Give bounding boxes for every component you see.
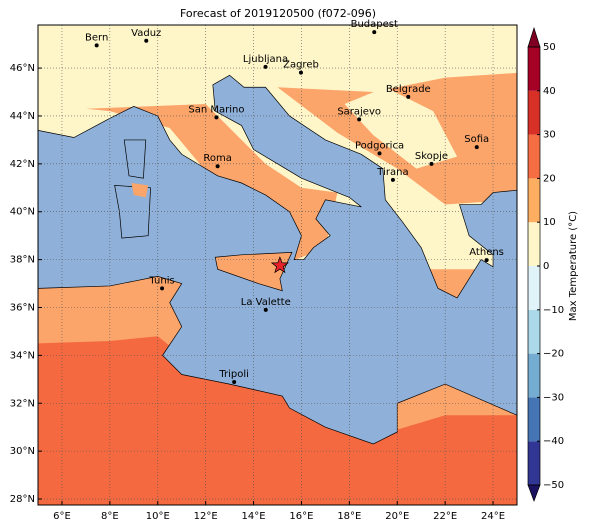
city-dot: [232, 379, 237, 384]
city-dot: [372, 30, 377, 35]
x-tick-label: 12°E: [194, 511, 218, 522]
city-label: Tirana: [376, 167, 408, 178]
x-tick-label: 22°E: [433, 511, 457, 522]
colorbar-tick-label: −40: [543, 436, 564, 447]
x-tick-label: 16°E: [289, 511, 313, 522]
city-label: Sarajevo: [337, 106, 381, 117]
y-tick-label: 40°N: [10, 207, 35, 218]
city-label: Podgorica: [355, 140, 404, 151]
city-label: San Marino: [188, 104, 244, 115]
colorbar-extend-top: [527, 26, 541, 48]
x-tick-label: 6°E: [53, 511, 71, 522]
balkans-cool: [344, 87, 458, 169]
colorbar-tick-label: 20: [543, 173, 556, 184]
colorbar-band: [528, 353, 540, 398]
colorbar-tick-label: 0: [543, 261, 549, 272]
colorbar-tick-label: 40: [543, 86, 556, 97]
colorbar-band: [528, 441, 540, 485]
city-dot: [298, 70, 303, 75]
africa-hot: [38, 336, 517, 505]
y-tick-label: 36°N: [10, 302, 35, 313]
x-tick-label: 18°E: [337, 511, 361, 522]
x-tick-label: 14°E: [242, 511, 266, 522]
city-dot: [406, 94, 411, 99]
colorbar-band: [528, 309, 540, 354]
city-dot: [377, 151, 382, 156]
map-frame: [37, 24, 518, 506]
colorbar-tick-label: −20: [543, 349, 564, 360]
city-dot: [263, 64, 268, 69]
y-tick-label: 34°N: [10, 350, 35, 361]
y-tick-label: 30°N: [10, 446, 35, 457]
y-tick-label: 32°N: [10, 398, 35, 409]
location-star: [270, 256, 289, 274]
x-tick-label: 10°E: [146, 511, 170, 522]
colorbar-tick-label: 10: [543, 217, 556, 228]
colorbar-band: [528, 222, 540, 266]
colorbar-tick-label: 30: [543, 130, 556, 141]
title: Forecast of 2019120500 (f072-096): [180, 7, 376, 20]
colorbar-tick-label: −50: [543, 480, 564, 491]
city-label: Tripoli: [218, 369, 249, 380]
city-label: Roma: [203, 153, 232, 164]
y-tick-label: 44°N: [10, 111, 35, 122]
map-area: [38, 25, 517, 505]
colorbar-band: [528, 47, 540, 91]
city-label: Belgrade: [386, 84, 431, 95]
colorbar-tick-label: 50: [543, 42, 556, 53]
colorbar-extend-bottom: [527, 484, 541, 502]
y-tick-label: 38°N: [10, 255, 35, 266]
colorbar-band: [528, 397, 540, 442]
city-dot: [390, 177, 395, 182]
city-label: Bern: [85, 32, 108, 43]
colorbar-band: [528, 266, 540, 310]
city-dot: [429, 161, 434, 166]
city-dot: [214, 115, 219, 120]
city-dot: [357, 117, 362, 122]
colorbar-label: Max Temperature (°C): [568, 211, 579, 321]
colorbar-tick-label: −30: [543, 392, 564, 403]
city-label: Athens: [469, 247, 504, 258]
sardinia-warm: [131, 183, 149, 198]
colorbar-band: [528, 178, 540, 223]
city-dot: [484, 258, 489, 263]
x-tick-label: 24°E: [481, 511, 505, 522]
city-label: La Valette: [241, 297, 291, 308]
city-label: Budapest: [351, 19, 398, 30]
y-tick-label: 28°N: [10, 494, 35, 505]
city-label: Zagreb: [283, 60, 319, 71]
city-label: Sofia: [464, 134, 489, 145]
y-tick-label: 42°N: [10, 159, 35, 170]
city-dot: [215, 164, 220, 169]
city-label: Tunis: [148, 275, 174, 286]
x-tick-label: 20°E: [385, 511, 409, 522]
city-label: Ljubljana: [243, 54, 288, 65]
colorbar-band: [528, 134, 540, 179]
city-dot: [474, 145, 479, 150]
city-dot: [144, 38, 149, 43]
y-tick-label: 46°N: [10, 63, 35, 74]
x-tick-label: 8°E: [101, 511, 119, 522]
city-label: Skopje: [415, 151, 448, 162]
colorbar-tick-label: −10: [543, 305, 564, 316]
city-dot: [263, 307, 268, 312]
colorbar-band: [528, 90, 540, 135]
city-dot: [160, 286, 165, 291]
corsica: [123, 139, 147, 179]
city-label: Vaduz: [131, 28, 161, 39]
city-dot: [94, 43, 99, 48]
